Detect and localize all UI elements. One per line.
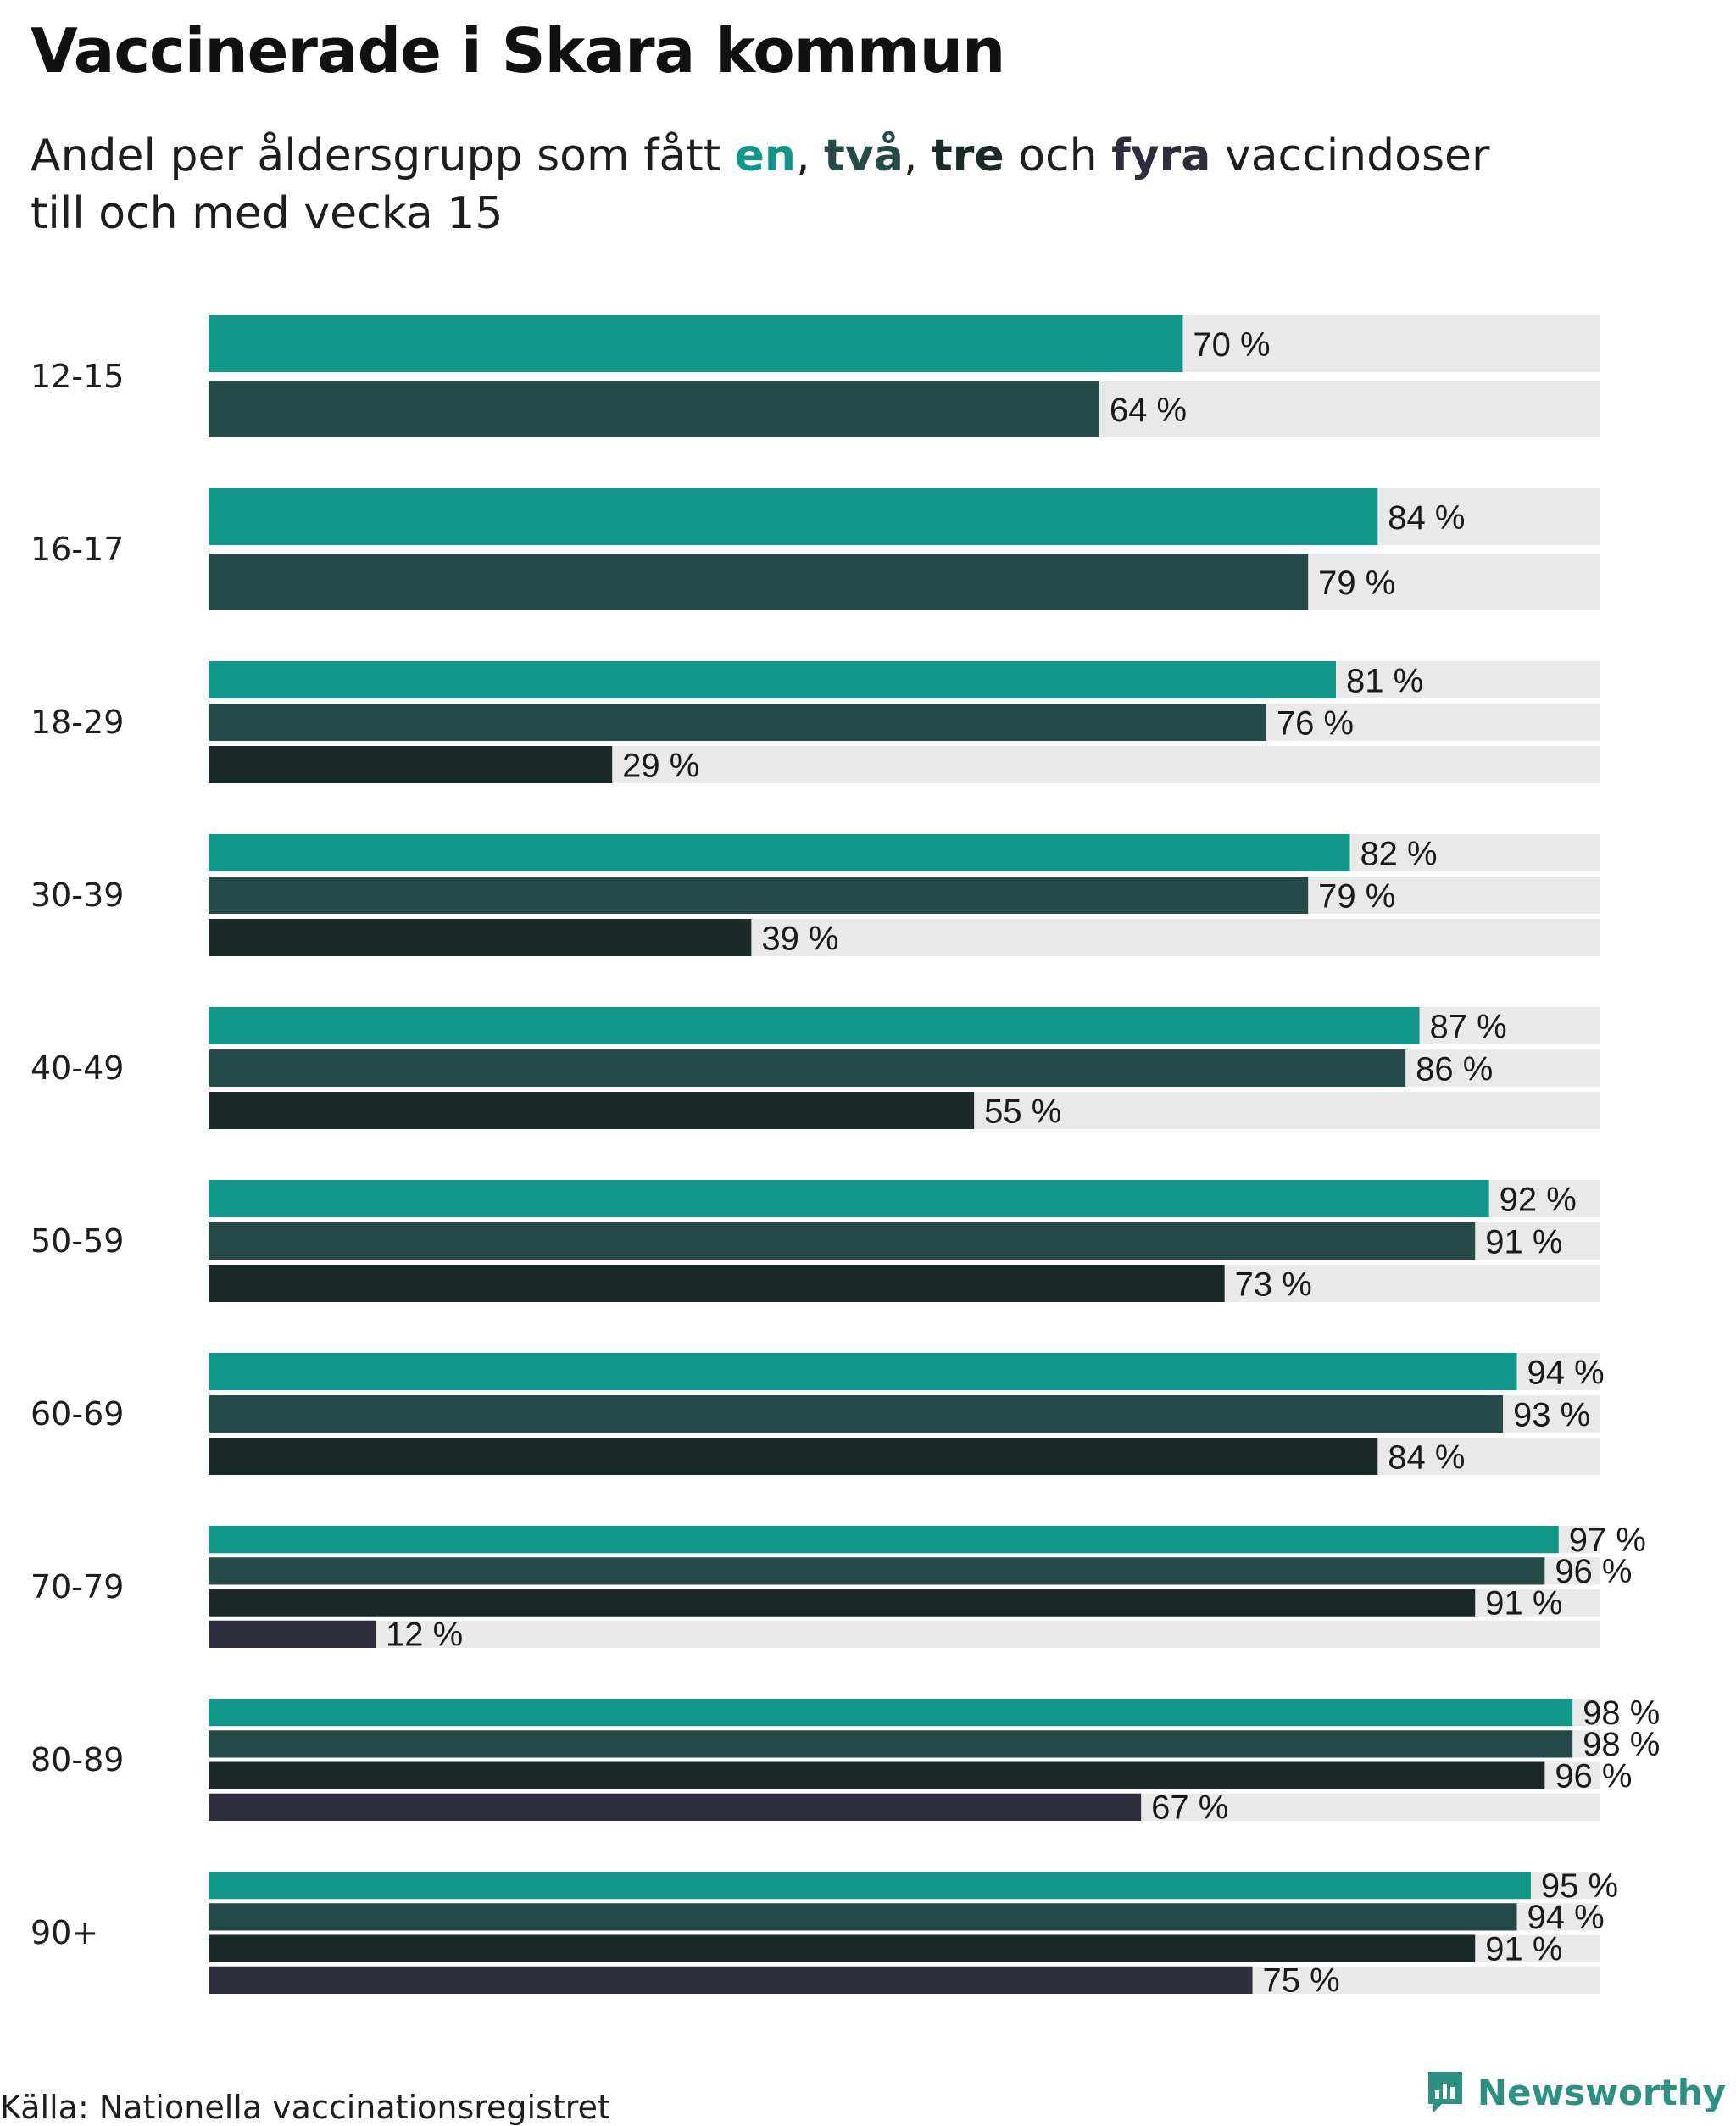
- age-group-label: 16-17: [31, 531, 124, 568]
- value-label: 86 %: [1416, 1050, 1493, 1088]
- value-label: 94 %: [1527, 1899, 1604, 1936]
- value-label: 96 %: [1555, 1553, 1632, 1590]
- bar-90+-dose-2: [209, 1903, 1517, 1931]
- age-group-label: 50-59: [31, 1222, 124, 1260]
- value-label: 82 %: [1360, 835, 1437, 872]
- value-label: 81 %: [1346, 662, 1423, 699]
- age-group-label: 30-39: [31, 877, 124, 914]
- brand-logo: Newsworthy: [1425, 2068, 1726, 2116]
- value-label: 73 %: [1235, 1266, 1312, 1303]
- subtitle-keyword-en: en: [734, 131, 796, 181]
- bar-70-79-dose-2: [209, 1557, 1545, 1585]
- chart-title: Vaccinerade i Skara kommun: [31, 15, 1005, 86]
- bar-80-89-dose-4: [209, 1793, 1142, 1821]
- bar-60-69-dose-2: [209, 1395, 1504, 1433]
- subtitle-keyword-tre: tre: [931, 131, 1004, 181]
- value-label: 70 %: [1193, 326, 1270, 364]
- age-group-label: 40-49: [31, 1049, 124, 1087]
- subtitle-keyword-fyra: fyra: [1111, 131, 1211, 181]
- bar-30-39-dose-1: [209, 834, 1350, 871]
- bar-90+-dose-1: [209, 1872, 1531, 1900]
- newsworthy-logo-icon: [1427, 2072, 1462, 2112]
- bar-track: [209, 1620, 1600, 1648]
- bar-50-59-dose-1: [209, 1180, 1489, 1217]
- bar-40-49-dose-3: [209, 1092, 975, 1129]
- subtitle-och: och: [1004, 131, 1112, 181]
- subtitle-separator: ,: [903, 131, 932, 181]
- bar-18-29-dose-1: [209, 661, 1337, 698]
- value-label: 98 %: [1583, 1695, 1660, 1732]
- value-label: 97 %: [1569, 1522, 1646, 1559]
- value-label: 79 %: [1318, 565, 1395, 602]
- value-label: 76 %: [1277, 704, 1354, 742]
- age-group-label: 18-29: [31, 704, 124, 741]
- value-label: 84 %: [1388, 1439, 1465, 1476]
- value-label: 96 %: [1555, 1757, 1632, 1795]
- bar-chart: 12-15 70 %64 % 16-17 84 % 79 % 18-29 81 % 76 % 2…: [31, 315, 1660, 2000]
- age-group-label: 12-15: [31, 358, 124, 395]
- subtitle-keyword-tva: två: [824, 131, 904, 181]
- bar-70-79-dose-4: [209, 1620, 376, 1648]
- value-label: 91 %: [1485, 1584, 1562, 1622]
- chart-subtitle: Andel per åldersgrupp som fått en, två, …: [31, 127, 1489, 242]
- bar-16-17-dose-1: [209, 488, 1378, 545]
- age-group-label: 70-79: [31, 1568, 124, 1606]
- brand-name: Newsworthy: [1477, 2071, 1726, 2113]
- age-group-label: 60-69: [31, 1395, 124, 1433]
- bar-80-89-dose-3: [209, 1761, 1545, 1789]
- subtitle-tail: vaccindoser: [1210, 131, 1490, 181]
- bar-60-69-dose-1: [209, 1353, 1517, 1390]
- value-label: 12 %: [386, 1617, 463, 1654]
- age-group-label: 80-89: [31, 1741, 124, 1778]
- subtitle-intro: Andel per åldersgrupp som fått: [31, 131, 735, 181]
- value-label: 84 %: [1388, 499, 1465, 537]
- bar-50-59-dose-3: [209, 1265, 1225, 1302]
- bar-80-89-dose-2: [209, 1730, 1573, 1758]
- bar-12-15-dose-1: [209, 315, 1183, 372]
- value-label: 91 %: [1485, 1930, 1562, 1967]
- value-label: 29 %: [622, 747, 699, 784]
- value-label: 39 %: [761, 920, 838, 957]
- bar-40-49-dose-2: [209, 1049, 1406, 1087]
- bar-80-89-dose-1: [209, 1699, 1573, 1727]
- source-note: Källa: Nationella vaccinationsregistret: [0, 2089, 610, 2126]
- bar-90+-dose-3: [209, 1934, 1476, 1962]
- bar-30-39-dose-3: [209, 919, 752, 956]
- value-label: 94 %: [1527, 1354, 1604, 1391]
- value-label: 93 %: [1513, 1396, 1590, 1433]
- bar-12-15-dose-2: [209, 381, 1099, 437]
- bar-18-29-dose-2: [209, 704, 1266, 741]
- value-label: 87 %: [1430, 1008, 1507, 1045]
- value-label: 64 %: [1110, 392, 1187, 429]
- bar-70-79-dose-3: [209, 1589, 1476, 1617]
- value-label: 95 %: [1541, 1867, 1618, 1905]
- value-label: 67 %: [1151, 1789, 1228, 1827]
- bar-30-39-dose-2: [209, 877, 1309, 914]
- bar-90+-dose-4: [209, 1966, 1253, 1994]
- bar-40-49-dose-1: [209, 1007, 1420, 1044]
- bar-60-69-dose-3: [209, 1438, 1378, 1475]
- subtitle-separator: ,: [795, 131, 825, 181]
- bar-70-79-dose-1: [209, 1526, 1559, 1554]
- bar-16-17-dose-2: [209, 554, 1309, 610]
- value-label: 92 %: [1500, 1181, 1577, 1218]
- bar-18-29-dose-3: [209, 746, 613, 783]
- value-label: 91 %: [1485, 1223, 1562, 1261]
- bar-50-59-dose-2: [209, 1222, 1476, 1260]
- value-label: 98 %: [1583, 1726, 1660, 1763]
- age-group-label: 90+: [31, 1914, 98, 1951]
- value-label: 55 %: [984, 1093, 1061, 1130]
- subtitle-line-2: till och med vecka 15: [31, 188, 504, 239]
- value-label: 75 %: [1263, 1962, 1340, 2000]
- value-label: 79 %: [1318, 877, 1395, 915]
